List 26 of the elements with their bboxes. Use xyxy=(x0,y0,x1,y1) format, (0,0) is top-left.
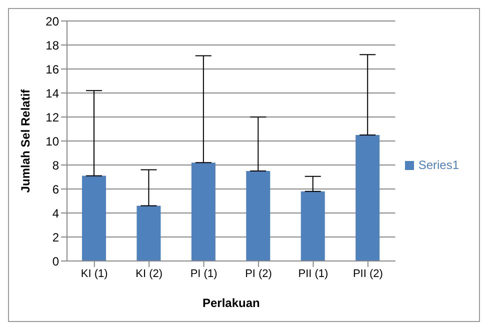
bar xyxy=(300,191,325,261)
x-axis-title: Perlakuan xyxy=(202,296,260,310)
bar xyxy=(82,176,106,261)
y-tick-label: 6 xyxy=(52,182,60,196)
y-tick-label: 16 xyxy=(46,62,60,76)
x-tick-label: PI (1) xyxy=(190,268,218,280)
y-tick-label: 14 xyxy=(46,86,60,100)
x-tick-label: PI (2) xyxy=(245,268,272,280)
bar xyxy=(136,206,161,261)
y-tick-label: 12 xyxy=(46,110,60,124)
bar xyxy=(191,162,216,261)
y-tick-label: 2 xyxy=(52,230,60,244)
y-tick-label: 20 xyxy=(46,14,60,28)
y-tick-label: 18 xyxy=(46,38,60,52)
y-axis-title: Jumlah Sel Relatif xyxy=(18,88,32,193)
x-tick-label: PII (1) xyxy=(298,268,328,280)
y-tick-label: 8 xyxy=(52,158,60,172)
x-tick-label: KI (2) xyxy=(136,268,163,280)
x-tick-label: PII (2) xyxy=(352,268,383,280)
bar xyxy=(356,135,380,261)
bar xyxy=(246,171,270,261)
legend-label: Series1 xyxy=(418,158,459,172)
y-tick-label: 4 xyxy=(52,206,60,220)
x-tick-label: KI (1) xyxy=(80,268,108,280)
y-tick-label: 0 xyxy=(52,254,60,268)
y-tick-label: 10 xyxy=(46,134,60,148)
